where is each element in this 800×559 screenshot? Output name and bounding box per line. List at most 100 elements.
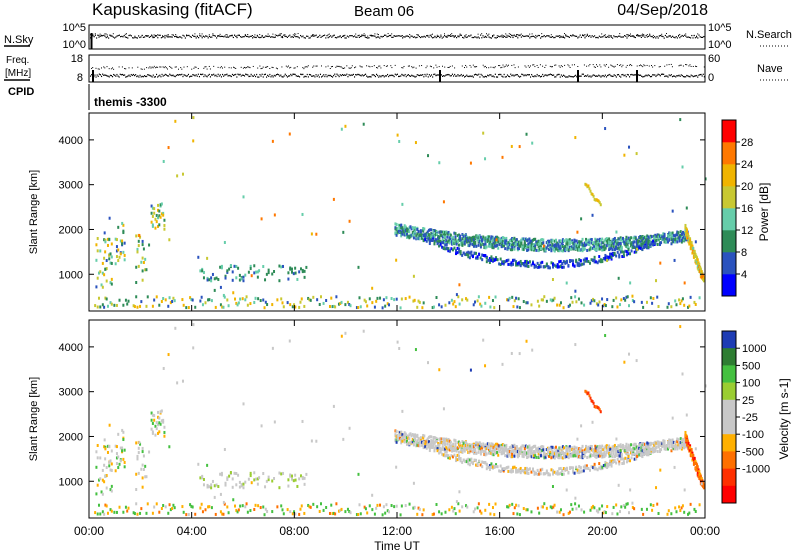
freq-point [433,74,434,75]
power-mark [371,301,373,304]
velocity-mark [454,439,456,442]
power-mark [586,249,588,252]
power-mark [103,273,105,276]
freq-point [201,74,202,75]
nave-point [652,67,653,68]
nsky-point [529,37,530,38]
freq-point [588,76,589,77]
power-mark [99,270,101,273]
freq-point [138,76,139,77]
power-mark [280,265,282,268]
power-mark [441,305,443,308]
power-mark [119,256,121,259]
nsky-point [409,37,410,38]
nave-point [377,67,378,68]
freq-point [203,76,204,77]
nsky-point [154,37,155,38]
power-mark [121,242,123,245]
power-mark [174,120,176,123]
freq-point [492,76,493,77]
nave-point [615,66,616,67]
power-mark [106,259,108,262]
nsky-point [259,37,260,38]
power-mark [453,300,455,303]
freq-point [619,76,620,77]
nsearch-point [313,34,314,35]
nave-point [149,66,150,67]
power-mark [319,303,321,306]
nave-point [484,66,485,67]
velocity-mark [478,451,480,454]
nsky-point [127,37,128,38]
nave-point [411,66,412,67]
power-mark [255,297,257,300]
nsearch-point [584,34,585,35]
freq-point [662,74,663,75]
power-mark [151,221,153,224]
power-mark [316,298,318,301]
power-mark [291,271,293,274]
nsky-point [362,35,363,36]
freq-point [547,75,548,76]
freq-point [224,74,225,75]
freq-point [222,74,223,75]
freq-point [272,75,273,76]
freq-point [571,76,572,77]
power-mark [466,299,468,302]
power-mark [272,140,274,143]
nave-point [686,64,687,65]
power-mark [614,252,616,255]
power-mark [605,304,607,307]
nsearch-point [284,34,285,35]
nsky-point [121,36,122,37]
nave-point [231,67,232,68]
nsky-point [288,36,289,37]
nsky-point [557,36,558,37]
power-mark [95,259,97,262]
velocity-mark [555,446,557,449]
nsky-point [314,35,315,36]
nave-point [350,68,351,69]
nsky-point [539,35,540,36]
power-mark [655,239,657,242]
power-ylabel: Slant Range [km] [28,170,40,254]
freq-point [273,76,274,77]
freq-point [597,76,598,77]
freq-point [171,75,172,76]
nsearch-point [197,35,198,36]
freq-point [501,76,502,77]
velocity-mark [560,446,562,449]
nave-point [614,67,615,68]
freq-point [417,74,418,75]
nave-point [92,67,93,68]
power-mark [430,228,432,231]
power-mark [115,262,117,265]
nave-point [206,66,207,67]
nsky-point [247,36,248,37]
freq-point [644,75,645,76]
power-mark [670,305,672,308]
nsky-point [664,37,665,38]
velocity-mark [429,449,431,452]
power-mark [478,253,480,256]
freq-point [697,76,698,77]
y-tick-label: 2000 [59,224,83,236]
nsky-point [190,36,191,37]
freq-point [122,74,123,75]
power-mark [646,301,648,304]
velocity-mark [432,446,434,449]
colorbar-segment [722,142,736,164]
nave-point [595,67,596,68]
power-mark [682,297,684,300]
nsky-point [569,37,570,38]
freq-point [332,76,333,77]
power-mark [152,305,154,308]
nave-point [122,66,123,67]
power-mark [441,241,443,244]
freq-point [564,75,565,76]
nave-point [257,68,258,69]
nsky-point [502,36,503,37]
power-mark [554,297,556,300]
power-mark [684,224,686,227]
nsky-point [538,35,539,36]
